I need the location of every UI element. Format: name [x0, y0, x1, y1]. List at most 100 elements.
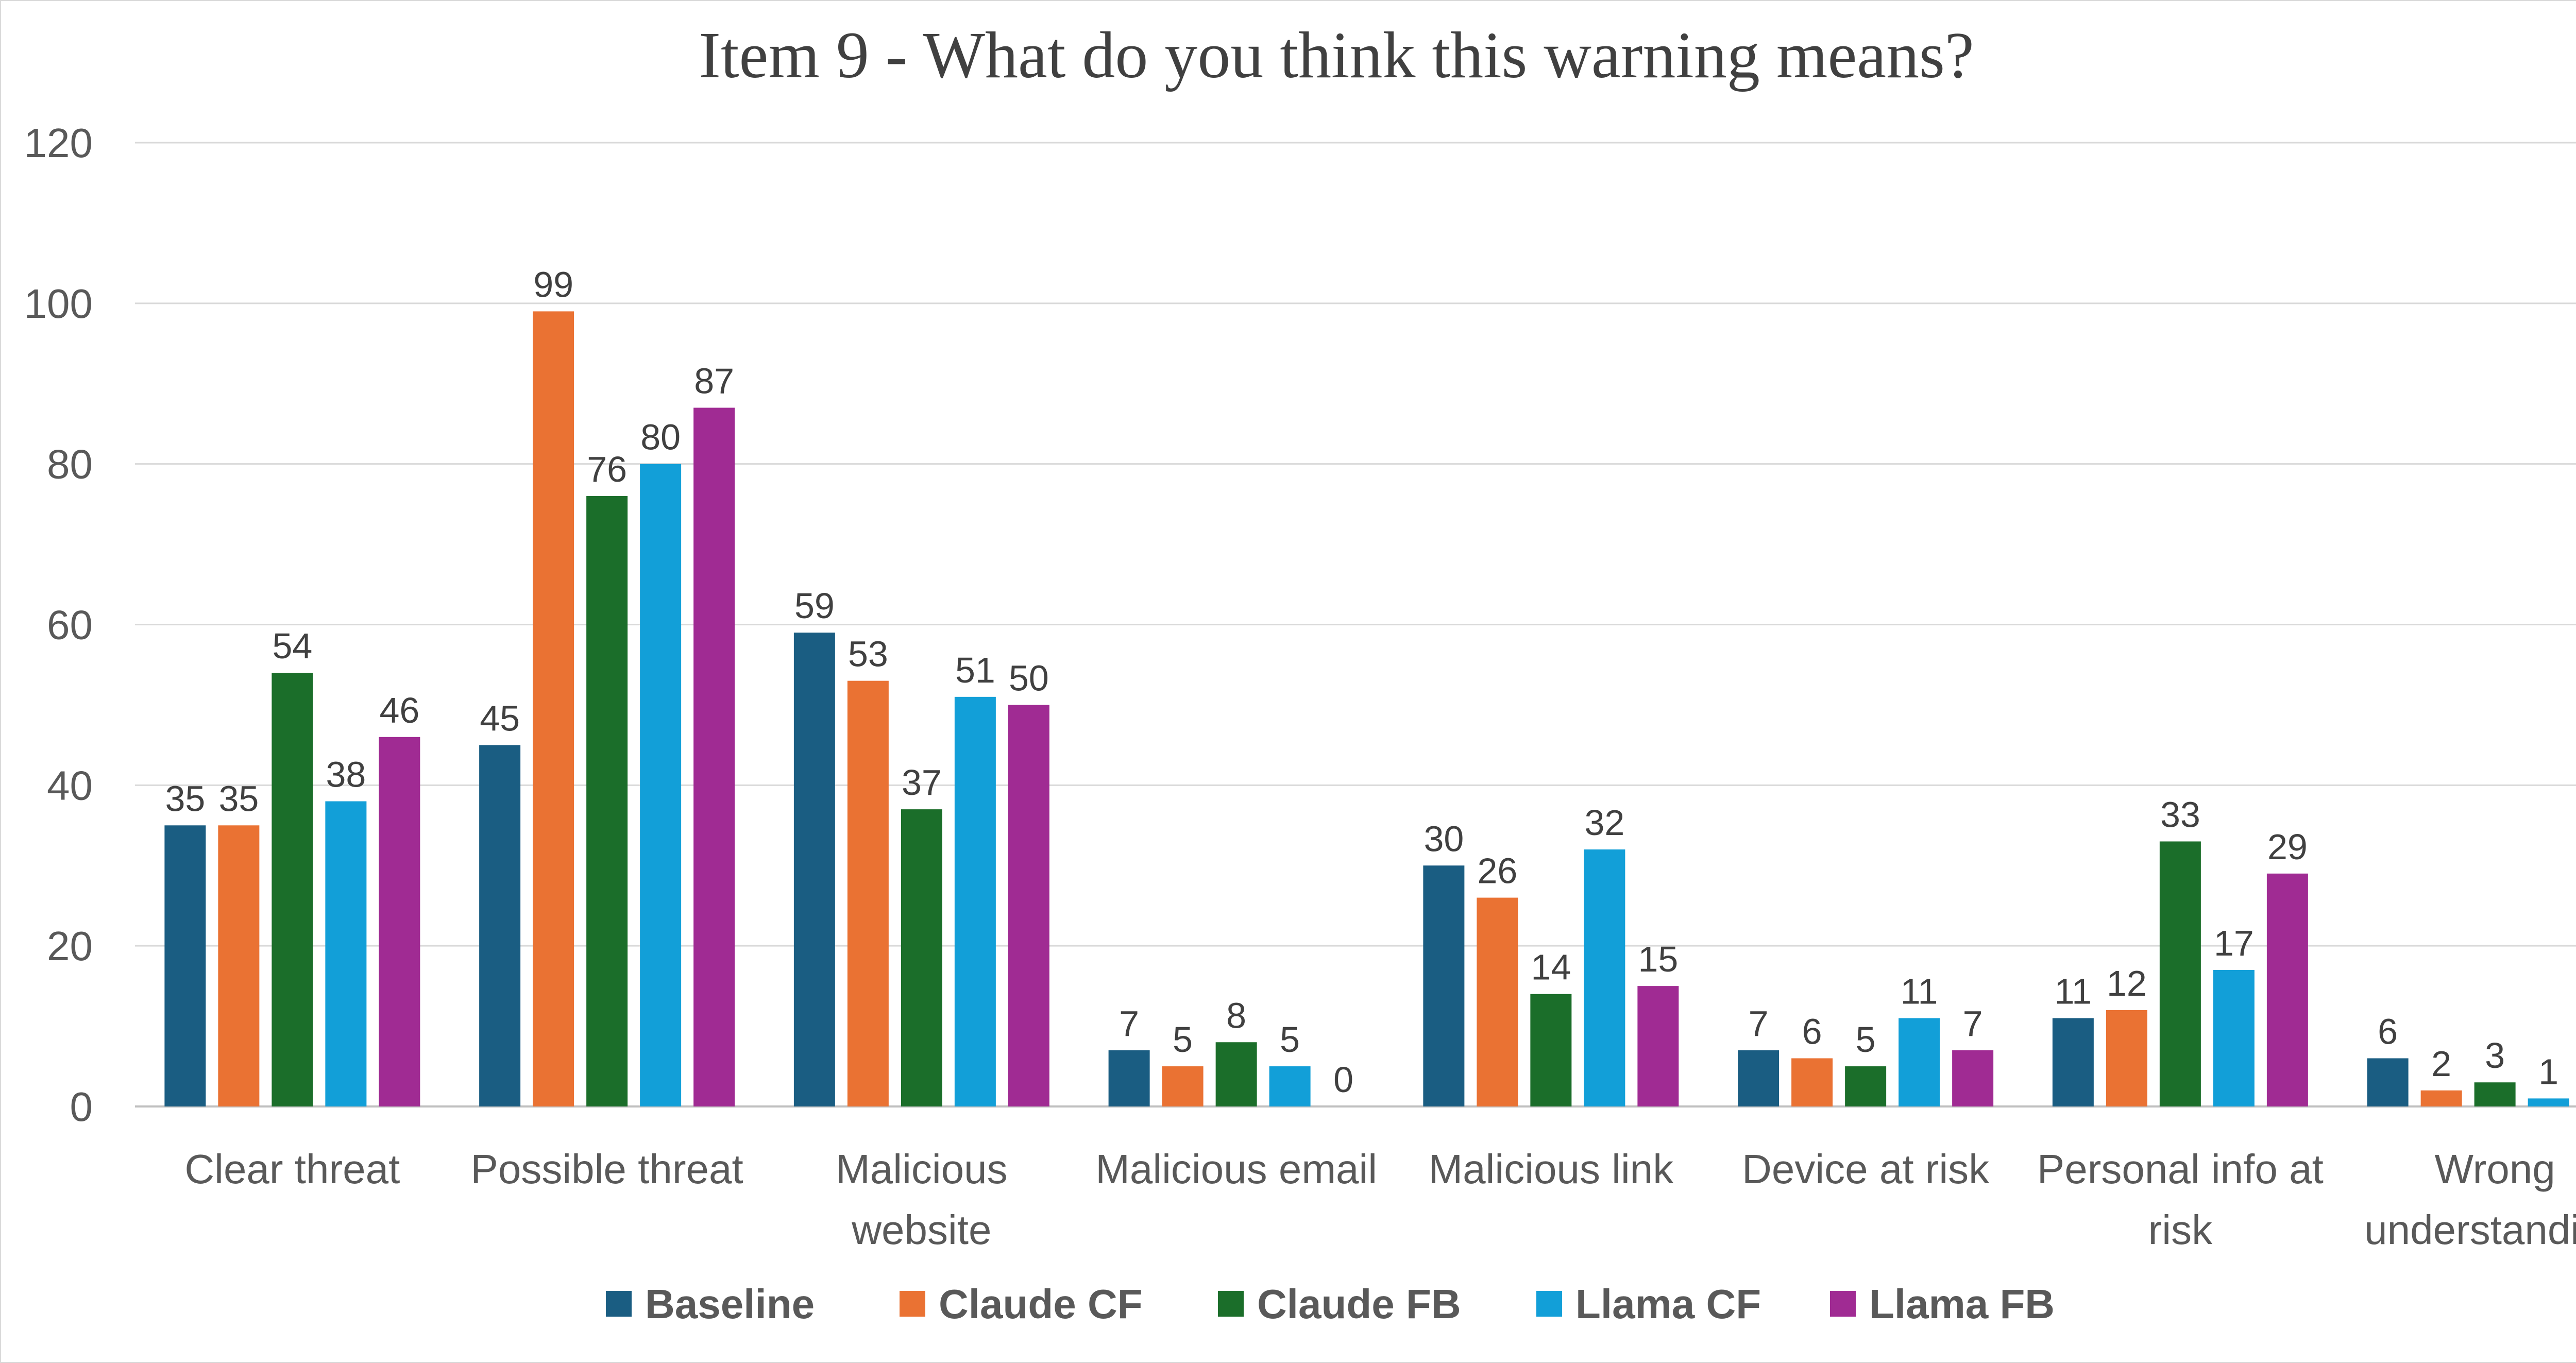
bar [954, 696, 996, 1106]
x-category-label: Clear threat [184, 1146, 400, 1192]
data-label: 35 [165, 778, 205, 819]
bar [272, 673, 313, 1106]
y-tick-label: 100 [24, 281, 93, 327]
data-label: 50 [1009, 658, 1049, 698]
bar [1738, 1050, 1780, 1106]
data-label: 80 [640, 417, 681, 457]
bars [164, 311, 2569, 1106]
bar [1008, 705, 1049, 1106]
data-label: 59 [794, 586, 835, 626]
data-label: 11 [2055, 971, 2092, 1011]
bar [2420, 1090, 2462, 1106]
data-label: 38 [326, 755, 366, 795]
y-tick-label: 40 [47, 762, 93, 808]
data-label: 33 [2160, 794, 2200, 834]
bar [2106, 1010, 2147, 1106]
bar [1952, 1050, 1994, 1106]
legend-label: Claude FB [1257, 1281, 1461, 1327]
bar [1530, 994, 1572, 1106]
data-label: 12 [2107, 963, 2147, 1003]
legend-label: Llama FB [1869, 1281, 2055, 1327]
data-label: 51 [955, 650, 995, 690]
chart-title: Item 9 - What do you think this warning … [699, 19, 1974, 92]
bar [586, 496, 628, 1106]
legend-swatch [900, 1291, 925, 1317]
bar [2367, 1058, 2409, 1106]
data-label: 7 [1963, 1003, 1983, 1044]
data-label: 1 [2538, 1051, 2558, 1092]
data-label: 14 [1531, 947, 1571, 987]
x-category-label: Device at risk [1742, 1146, 1990, 1192]
bar [2266, 873, 2308, 1106]
x-category-label: Malicious link [1429, 1146, 1674, 1192]
bar [793, 633, 835, 1106]
x-category-label: Malicious email [1095, 1146, 1377, 1192]
data-label: 37 [902, 762, 942, 803]
bar [2213, 969, 2255, 1106]
legend-swatch [1830, 1291, 1856, 1317]
data-label: 29 [2267, 827, 2308, 867]
bar [1899, 1018, 1940, 1106]
x-category-label: Wrong [2435, 1146, 2555, 1192]
data-label: 6 [1802, 1011, 1822, 1051]
data-label: 5 [1856, 1019, 1876, 1060]
data-label: 15 [1638, 939, 1678, 979]
bar [2474, 1082, 2516, 1106]
legend-swatch [1218, 1291, 1244, 1317]
bar [533, 311, 574, 1106]
x-category-label: understanding [2364, 1207, 2576, 1253]
bar [1423, 865, 1465, 1106]
data-label: 32 [1584, 803, 1624, 843]
bar [218, 825, 260, 1106]
y-tick-label: 120 [24, 120, 93, 166]
data-label: 54 [272, 626, 312, 666]
bar [847, 680, 889, 1106]
bar [2052, 1018, 2094, 1106]
x-category-label: Personal info at [2037, 1146, 2324, 1192]
data-label: 11 [1901, 971, 1938, 1011]
bar [1584, 849, 1625, 1106]
bar [1845, 1066, 1887, 1106]
x-axis-categories: Clear threat Possible threat Malicious webs… [184, 1146, 2576, 1253]
y-tick-label: 60 [47, 602, 93, 648]
data-label: 87 [694, 361, 734, 401]
y-tick-label: 0 [70, 1084, 93, 1130]
bar [693, 407, 735, 1106]
bar [640, 464, 682, 1106]
data-label: 7 [1749, 1003, 1769, 1044]
data-label: 6 [2378, 1011, 2398, 1051]
y-axis-ticks: 0 20 40 60 80 100 120 [24, 120, 93, 1130]
data-label: 46 [379, 690, 419, 730]
bar [1791, 1058, 1833, 1106]
bar [2528, 1098, 2569, 1106]
bar [479, 745, 521, 1106]
legend: Baseline Claude CF Claude FB Llama CF Llama … [606, 1281, 2055, 1327]
y-tick-label: 80 [47, 441, 93, 487]
bar [325, 801, 367, 1106]
data-label: 3 [2485, 1035, 2505, 1076]
bar [1162, 1066, 1204, 1106]
data-label: 76 [587, 449, 627, 489]
data-label: 26 [1477, 851, 1517, 891]
legend-label: Baseline [645, 1281, 815, 1327]
data-label: 5 [1280, 1019, 1300, 1060]
bar [1269, 1066, 1311, 1106]
bar [1108, 1050, 1150, 1106]
data-label: 8 [1226, 995, 1246, 1035]
data-label: 17 [2214, 923, 2254, 963]
x-category-label: website [851, 1207, 991, 1253]
legend-label: Llama CF [1575, 1281, 1761, 1327]
legend-swatch [1536, 1291, 1562, 1317]
bar [164, 825, 206, 1106]
data-label: 99 [533, 264, 573, 304]
bar [1637, 986, 1679, 1106]
x-category-label: Malicious [836, 1146, 1007, 1192]
x-category-label: risk [2148, 1207, 2213, 1253]
bar [1477, 897, 1518, 1106]
bar [2159, 841, 2201, 1106]
data-label: 2 [2431, 1044, 2451, 1084]
